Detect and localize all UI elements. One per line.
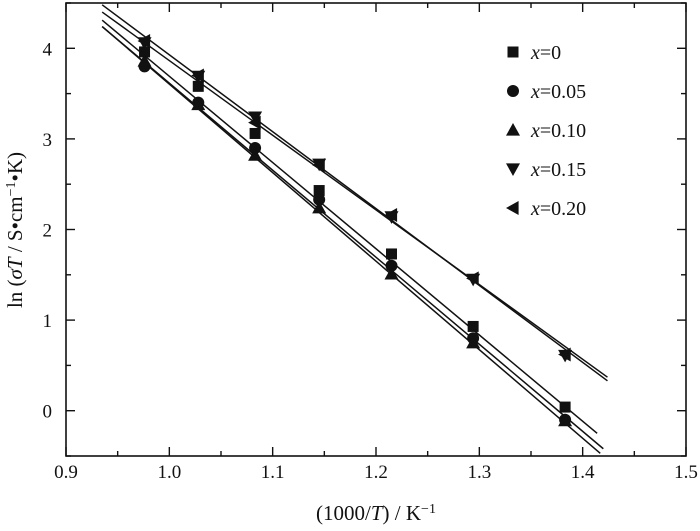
fit-line-series-2 (101, 25, 601, 454)
y-tick-label: 3 (43, 130, 53, 151)
data-point-series-4 (312, 158, 325, 173)
y-tick-label: 0 (43, 402, 53, 423)
legend-label-series-0: x=0 (530, 42, 561, 64)
data-point-series-2 (137, 53, 152, 67)
legend-marker-series-2 (506, 123, 520, 136)
legend-label-series-4: x=0.20 (530, 198, 586, 220)
legend-marker-series-4 (506, 201, 519, 215)
data-point-series-0 (249, 127, 261, 139)
x-axis-label: (1000/T) / K−1 (316, 501, 436, 525)
data-point-series-2 (466, 335, 481, 349)
data-point-series-2 (312, 200, 327, 214)
data-point-series-4 (191, 68, 204, 83)
data-point-series-3 (248, 111, 263, 125)
data-point-series-0 (386, 248, 397, 260)
x-tick-label: 1.5 (674, 462, 698, 483)
data-point-series-4 (137, 34, 151, 49)
legend-label-series-1: x=0.05 (530, 81, 586, 103)
data-point-series-2 (191, 97, 206, 111)
fit-line-series-4 (101, 11, 608, 378)
legend-marker-series-3 (506, 163, 520, 176)
data-point-series-2 (558, 413, 573, 427)
x-tick-label: 1.1 (261, 462, 285, 483)
legend-marker-series-1 (507, 85, 519, 97)
data-point-series-2 (248, 148, 263, 161)
legend: x=0 x=0.05 x=0.10 x=0.15 x=0.20 (506, 42, 586, 220)
data-point-series-4 (248, 115, 261, 130)
y-tick-labels: 0 1 2 3 4 (43, 39, 53, 422)
data-point-series-0 (139, 46, 151, 58)
data-point-series-4 (384, 208, 398, 223)
fit-line-series-1 (101, 25, 604, 450)
x-tick-label: 1.2 (364, 462, 388, 483)
data-point-series-1 (313, 193, 326, 206)
fit-line-series-3 (101, 4, 608, 382)
axis-ticks (65, 2, 687, 457)
x-tick-labels: 0.9 1.0 1.1 1.2 1.3 1.4 1.5 (54, 462, 698, 483)
y-axis-label: ln (σT / S•cm−1•K) (3, 152, 27, 308)
data-point-series-4 (466, 271, 479, 286)
data-point-series-2 (384, 266, 399, 280)
data-point-series-0 (559, 401, 571, 413)
plot-frame (65, 2, 687, 457)
x-tick-label: 1.0 (157, 462, 181, 483)
data-points (137, 34, 573, 427)
legend-marker-series-0 (507, 46, 519, 58)
legend-label-series-3: x=0.15 (530, 159, 586, 181)
data-point-series-0 (192, 80, 204, 92)
x-tick-label: 1.3 (467, 462, 491, 483)
fit-line-series-0 (101, 19, 598, 434)
data-point-series-4 (558, 347, 571, 362)
y-tick-label: 2 (43, 221, 53, 242)
x-tick-label: 0.9 (54, 462, 78, 483)
y-tick-label: 1 (43, 311, 53, 332)
fit-lines (101, 4, 608, 454)
data-point-series-0 (313, 185, 325, 197)
legend-label-series-2: x=0.10 (530, 120, 586, 142)
data-point-series-1 (249, 141, 262, 154)
x-tick-label: 1.4 (571, 462, 595, 483)
data-point-series-0 (467, 320, 479, 332)
data-point-series-1 (385, 259, 398, 272)
y-tick-label: 4 (43, 39, 53, 60)
